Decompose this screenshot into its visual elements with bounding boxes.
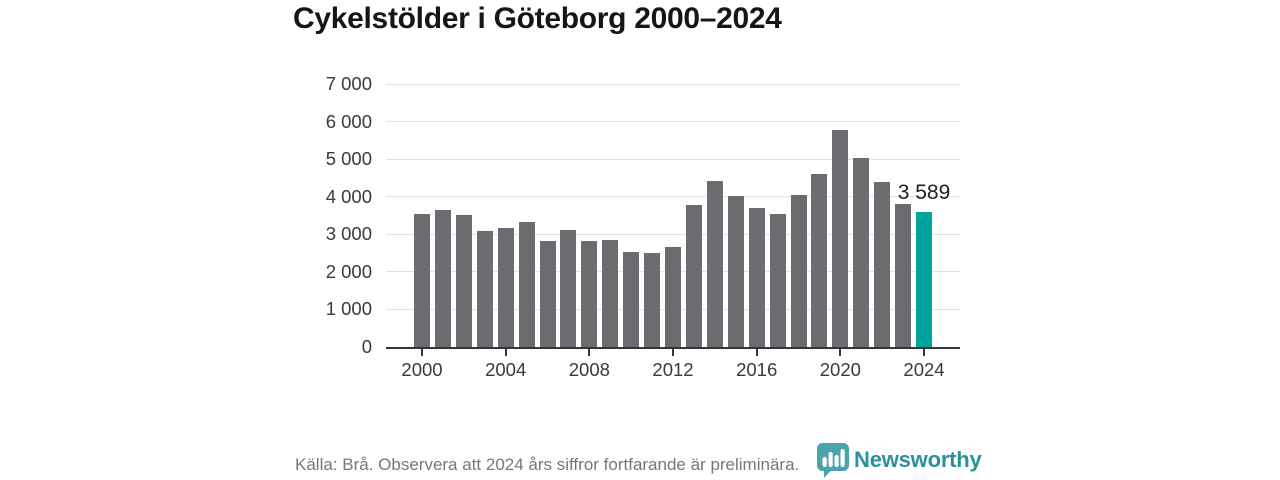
y-tick-label-0: 0 xyxy=(361,336,372,357)
bar-2001 xyxy=(434,209,451,347)
bar-2012 xyxy=(665,247,681,347)
x-tick-label-2016: 2016 xyxy=(736,359,778,380)
gridline-7000 xyxy=(386,83,960,85)
bar-2014 xyxy=(706,181,723,347)
x-tick-mark-2012 xyxy=(672,349,674,356)
x-tick-label-2000: 2000 xyxy=(401,359,443,380)
y-tick-label-4000: 4 000 xyxy=(325,185,372,207)
source-note: Källa: Brå. Observera att 2024 års siffr… xyxy=(295,455,800,474)
bar-2015 xyxy=(727,195,744,347)
y-axis: 0 1 000 2 000 3 000 4 000 5 000 6 000 7 000 xyxy=(272,73,372,357)
gridline-4000 xyxy=(386,196,960,198)
x-tick-label-2012: 2012 xyxy=(652,359,694,380)
x-tick-mark-2016 xyxy=(755,349,758,356)
x-tick-label-2008: 2008 xyxy=(568,359,610,380)
logo-bars xyxy=(822,449,845,467)
bar-2003 xyxy=(476,230,493,347)
bar-2019 xyxy=(811,174,828,347)
gridline-5000 xyxy=(386,158,960,160)
bar-2010 xyxy=(623,251,640,347)
y-tick-label-3000: 3 000 xyxy=(325,223,372,245)
y-tick-label-7000: 7 000 xyxy=(325,73,372,94)
gridline-6000 xyxy=(386,121,960,123)
x-tick-label-2020: 2020 xyxy=(819,359,861,380)
y-tick-label-2000: 2 000 xyxy=(325,260,372,282)
bar-2009 xyxy=(602,239,619,347)
bar-2021 xyxy=(853,157,870,347)
x-tick-mark-2008 xyxy=(588,349,591,356)
y-tick-label-6000: 6 000 xyxy=(325,110,372,132)
bar-2008 xyxy=(581,241,598,347)
y-tick-label-1000: 1 000 xyxy=(325,298,372,320)
x-tick-mark-2004 xyxy=(504,349,507,356)
newsworthy-logo-text: Newsworthy xyxy=(854,447,982,472)
chart-title: Cykelstölder i Göteborg 2000–2024 xyxy=(293,2,782,35)
bar-2005 xyxy=(518,221,535,347)
x-tick-mark-2024 xyxy=(923,349,925,356)
x-tick-label-2004: 2004 xyxy=(485,359,527,380)
bar-2013 xyxy=(685,204,702,347)
bar-2000 xyxy=(414,213,430,347)
bar-2016 xyxy=(748,207,765,347)
x-tick-label-2024: 2024 xyxy=(903,359,945,380)
bar-2006 xyxy=(539,241,556,347)
bar-2022 xyxy=(874,182,891,347)
x-tick-mark-2000 xyxy=(421,349,423,356)
x-axis: 2000 2004 2008 2012 2016 2020 2024 xyxy=(386,349,960,389)
plot-area: 3 589 xyxy=(386,83,960,349)
highlight-value-label: 3 589 xyxy=(897,181,951,205)
chart-bubble-icon xyxy=(817,443,849,478)
bar-2023 xyxy=(895,203,912,347)
bar-2007 xyxy=(560,229,577,347)
x-tick-mark-2020 xyxy=(839,349,842,356)
y-tick-label-5000: 5 000 xyxy=(325,148,372,170)
bar-2011 xyxy=(644,252,661,347)
gridline-3000 xyxy=(386,233,960,235)
newsworthy-logo[interactable]: Newsworthy xyxy=(816,442,982,478)
bar-2002 xyxy=(455,215,472,347)
bar-2018 xyxy=(790,195,807,347)
bar-2020 xyxy=(832,129,849,347)
bar-2017 xyxy=(769,214,786,347)
bar-2004 xyxy=(497,227,514,347)
bar-2024 xyxy=(916,212,932,347)
